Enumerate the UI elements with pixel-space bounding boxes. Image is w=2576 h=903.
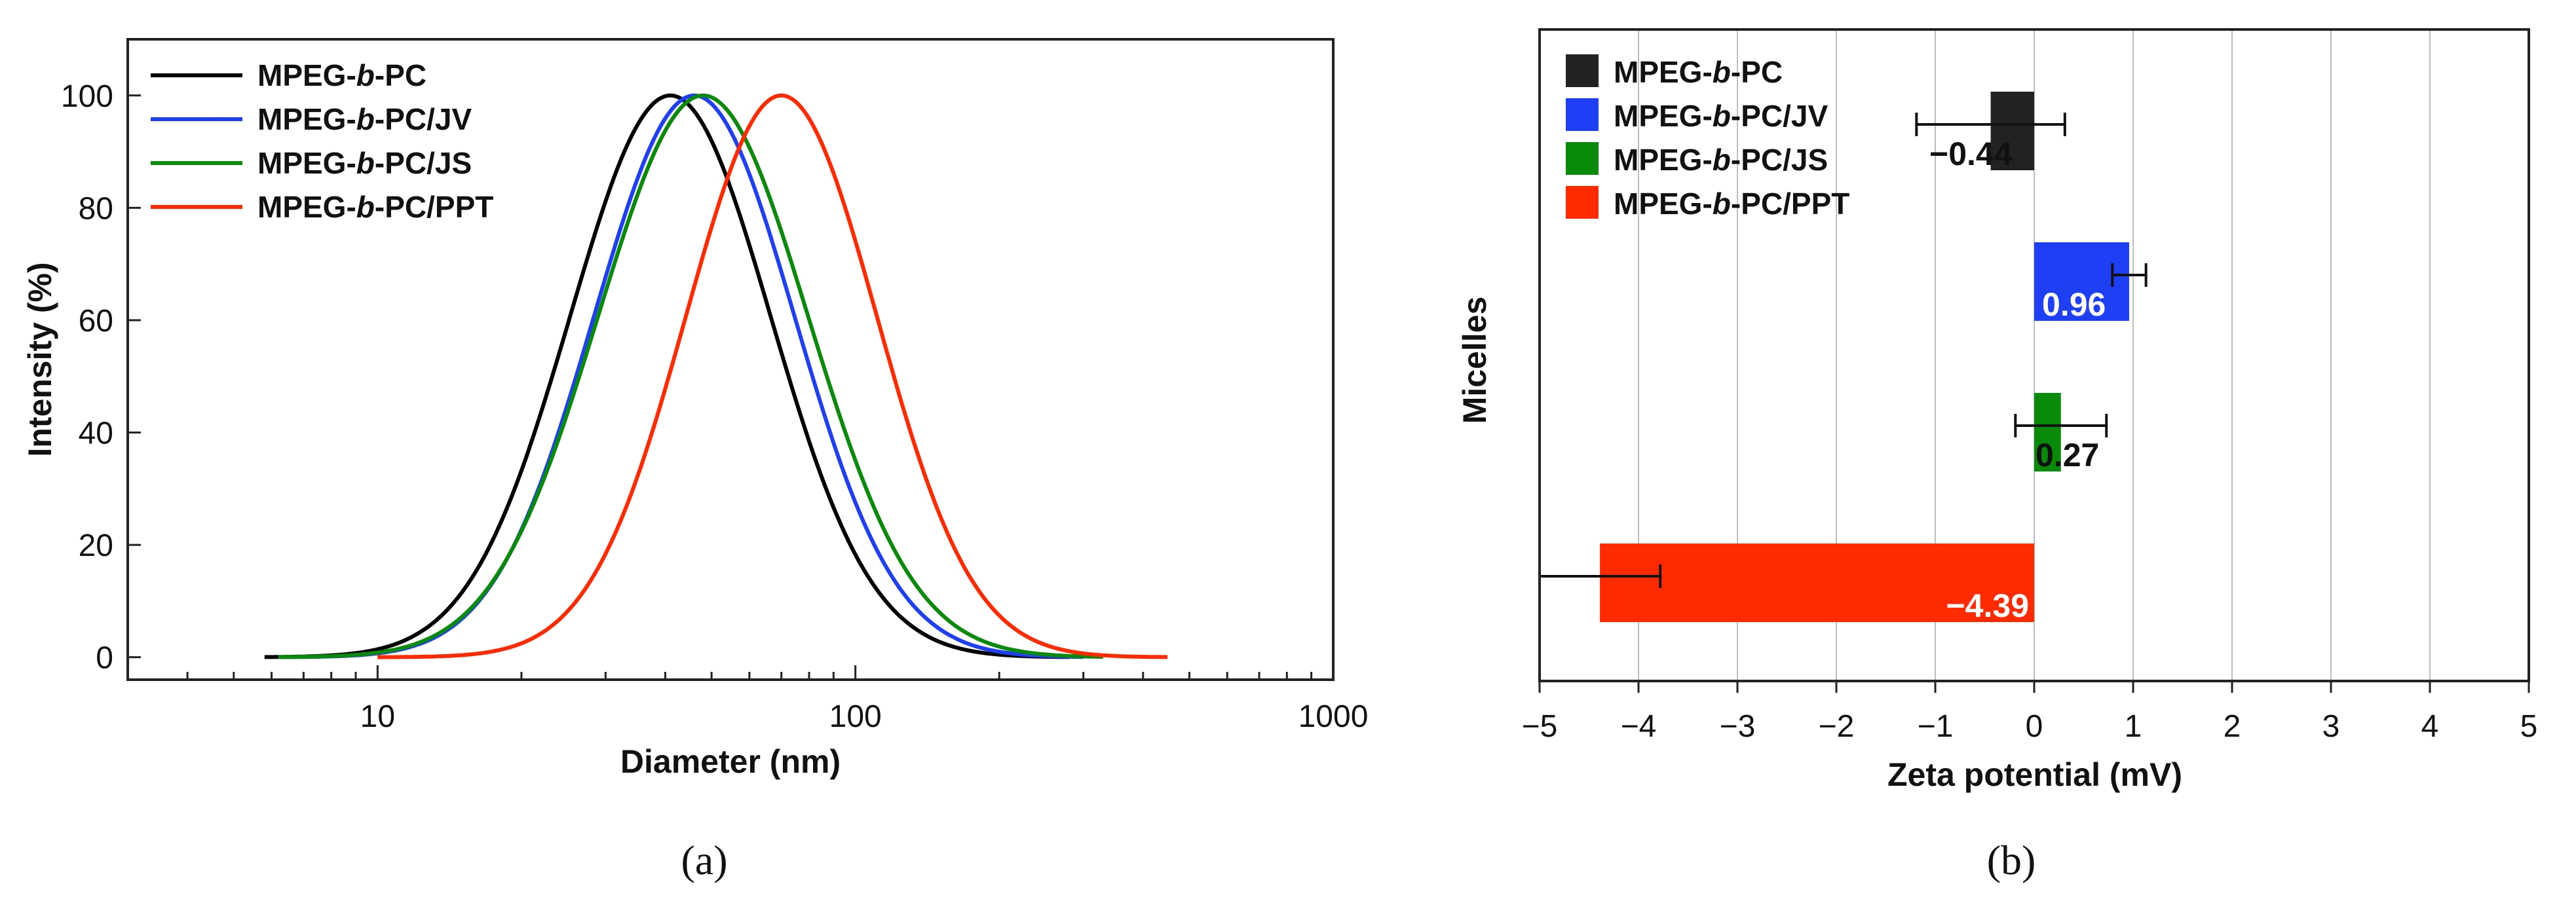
x-tick-label-a: 10 xyxy=(360,699,395,734)
legend-swatch-b-2 xyxy=(1566,142,1599,175)
bar-2 xyxy=(2034,393,2061,471)
panel-a: 10 100 1000 0 20 40 60 80 100 MPEG-b-PC MPEG-b-P… xyxy=(22,38,1369,883)
series-line-0 xyxy=(264,93,1069,659)
legend-label-a-1: MPEG-b-PC/JV xyxy=(257,102,472,136)
y-tick-label-a: 0 xyxy=(96,641,113,676)
error-bar-1 xyxy=(2111,263,2148,287)
x-tick-label-b: −4 xyxy=(1621,709,1657,744)
series-line-3 xyxy=(377,93,1168,659)
panel-b: −0.44 0.96 0.27 −4.39 −5 −4 −3 −2 −1 0 1 2 3 4 5 MPEG… xyxy=(1456,28,2538,883)
y-tick-label-a: 20 xyxy=(79,528,113,563)
bar-value-label-3: −4.39 xyxy=(1946,587,2029,624)
legend-label-a-0: MPEG-b-PC xyxy=(257,58,426,92)
panel-label-a: (a) xyxy=(681,837,727,883)
x-tick-label-b: 5 xyxy=(2520,709,2538,744)
plot-a-frame xyxy=(126,38,1335,681)
x-tick-label-b: 3 xyxy=(2322,709,2340,744)
bar-3 xyxy=(1600,544,2034,622)
y-axis-label-b: Micelles xyxy=(1456,297,1493,424)
y-tick-label-a: 100 xyxy=(61,79,113,114)
panel-label-b: (b) xyxy=(1987,837,2036,883)
x-tick-label-b: −5 xyxy=(1522,709,1558,744)
error-bar-2 xyxy=(2014,414,2108,437)
bar-value-label-0: −0.44 xyxy=(1929,136,2013,172)
x-tick-label-b: −3 xyxy=(1720,709,1756,744)
legend-label-b-1: MPEG-b-PC/JV xyxy=(1614,99,1828,133)
legend-swatch-b-0 xyxy=(1566,54,1599,87)
x-tick-label-b: 1 xyxy=(2125,709,2142,744)
legend-label-a-3: MPEG-b-PC/PPT xyxy=(257,190,493,224)
x-tick-label-b: −1 xyxy=(1918,709,1954,744)
legend-label-b-2: MPEG-b-PC/JS xyxy=(1614,143,1828,177)
x-tick-label-a: 1000 xyxy=(1298,699,1369,734)
bar-value-label-2: 0.27 xyxy=(2036,437,2099,473)
x-axis-label-b: Zeta potential (mV) xyxy=(1887,756,2182,793)
x-tick-label-b: 2 xyxy=(2224,709,2241,744)
series-line-2 xyxy=(278,93,1103,659)
legend-swatch-b-3 xyxy=(1566,186,1599,219)
bar-0 xyxy=(1990,92,2034,170)
error-bar-0 xyxy=(1915,113,2066,136)
y-tick-label-a: 60 xyxy=(79,304,113,339)
y-tick-label-a: 40 xyxy=(79,416,113,451)
legend-label-a-2: MPEG-b-PC/JS xyxy=(257,146,472,180)
x-tick-label-b: 4 xyxy=(2421,709,2439,744)
x-axis-label-a: Diameter (nm) xyxy=(620,743,841,780)
x-tick-label-a: 100 xyxy=(829,699,882,734)
y-axis-label-a: Intensity (%) xyxy=(22,262,58,456)
x-tick-label-b: 0 xyxy=(2026,709,2043,744)
x-tick-label-b: −2 xyxy=(1819,709,1855,744)
bar-value-label-1: 0.96 xyxy=(2042,286,2106,323)
legend-label-b-3: MPEG-b-PC/PPT xyxy=(1614,187,1849,221)
legend-swatch-b-1 xyxy=(1566,98,1599,131)
y-tick-label-a: 80 xyxy=(79,191,113,226)
legend-label-b-0: MPEG-b-PC xyxy=(1614,55,1783,89)
